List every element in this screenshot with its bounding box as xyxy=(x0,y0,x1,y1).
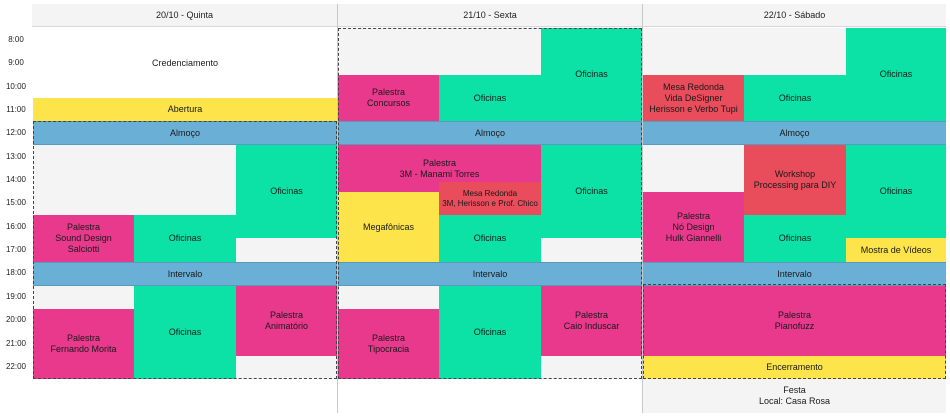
time-label: 10:00 xyxy=(5,82,27,91)
break-intervalo: Intervalo xyxy=(338,262,642,286)
event-oficinas: Oficinas xyxy=(439,215,541,262)
event-oficinas: Oficinas xyxy=(236,145,337,238)
break-intervalo: Intervalo xyxy=(643,262,946,286)
event-oficinas: Oficinas xyxy=(744,75,846,121)
time-label: 22:00 xyxy=(5,362,27,371)
event-oficinas: Oficinas xyxy=(541,145,642,238)
event-palestra-tipocracia: Palestra Tipocracia xyxy=(338,309,439,379)
event-oficinas: Oficinas xyxy=(134,286,236,379)
time-label: 19:00 xyxy=(5,292,27,301)
empty-slot xyxy=(643,28,846,75)
day-label: 20/10 - Quinta xyxy=(155,10,214,20)
event-encerramento: Encerramento xyxy=(643,356,946,379)
event-abertura: Abertura xyxy=(33,98,337,121)
event-oficinas: Oficinas xyxy=(846,28,946,121)
event-palestra-pianofuzz: Palestra Pianofuzz xyxy=(643,286,946,356)
time-label: 11:00 xyxy=(6,105,26,114)
time-label: 21:00 xyxy=(5,339,27,348)
event-workshop-processing: Workshop Processing para DIY xyxy=(744,145,846,215)
empty-slot xyxy=(33,145,236,215)
column-divider xyxy=(642,4,643,413)
event-oficinas: Oficinas xyxy=(439,286,541,379)
empty-slot xyxy=(541,356,642,379)
event-mostra-de-videos: Mostra de Vídeos xyxy=(846,238,946,262)
empty-slot xyxy=(236,356,337,379)
time-label: 8:00 xyxy=(8,35,24,44)
empty-slot xyxy=(338,28,541,75)
time-label: 16:00 xyxy=(5,222,27,231)
empty-slot xyxy=(236,238,337,262)
column-divider xyxy=(337,4,338,413)
empty-slot xyxy=(338,286,439,309)
event-oficinas: Oficinas xyxy=(846,145,946,238)
empty-slot xyxy=(33,286,134,309)
day-header-saturday: 22/10 - Sábado xyxy=(643,4,946,27)
event-oficinas: Oficinas xyxy=(744,215,846,262)
event-mesa-redonda-3m: Mesa Redonda 3M, Herisson e Prof. Chico xyxy=(439,182,541,215)
event-credenciamento: Credenciamento xyxy=(33,28,337,98)
event-oficinas: Oficinas xyxy=(439,75,541,121)
time-label: 14:00 xyxy=(5,175,27,184)
time-label: 13:00 xyxy=(5,152,27,161)
time-label: 9:00 xyxy=(8,58,24,67)
event-palestra-sound-design: Palestra Sound Design Salciotti xyxy=(33,215,134,262)
day-label: 22/10 - Sábado xyxy=(763,10,826,20)
event-palestra-fernando-morita: Palestra Fernando Morita xyxy=(33,309,134,379)
break-almoco: Almoço xyxy=(643,121,946,145)
event-oficinas: Oficinas xyxy=(541,28,642,121)
event-palestra-animatorio: Palestra Animatório xyxy=(236,286,337,356)
time-label: 12:00 xyxy=(5,128,27,137)
event-palestra-caio-induscar: Palestra Caio Induscar xyxy=(541,286,642,356)
time-label: 18:00 xyxy=(5,268,27,277)
event-palestra-concursos: Palestra Concursos xyxy=(338,75,439,121)
time-label: 15:00 xyxy=(5,198,27,207)
day-label: 21/10 - Sexta xyxy=(463,10,517,20)
day-header-friday: 21/10 - Sexta xyxy=(338,4,642,27)
event-oficinas: Oficinas xyxy=(134,215,236,262)
day-header-thursday: 20/10 - Quinta xyxy=(32,4,337,27)
event-mesa-redonda-vida-designer: Mesa Redonda Vida DeSigner Herisson e Ve… xyxy=(643,75,744,121)
time-label: 17:00 xyxy=(5,245,27,254)
empty-slot xyxy=(541,238,642,262)
break-intervalo: Intervalo xyxy=(33,262,337,286)
event-festa: Festa Local: Casa Rosa xyxy=(643,379,946,413)
event-palestra-no-design: Palestra Nó Design Hulk Giannelli xyxy=(643,192,744,262)
break-almoco: Almoço xyxy=(33,121,337,145)
empty-slot xyxy=(643,145,744,192)
event-megafonicas: Megafônicas xyxy=(338,192,439,262)
break-almoco: Almoço xyxy=(338,121,642,145)
time-label: 20:00 xyxy=(5,315,27,324)
